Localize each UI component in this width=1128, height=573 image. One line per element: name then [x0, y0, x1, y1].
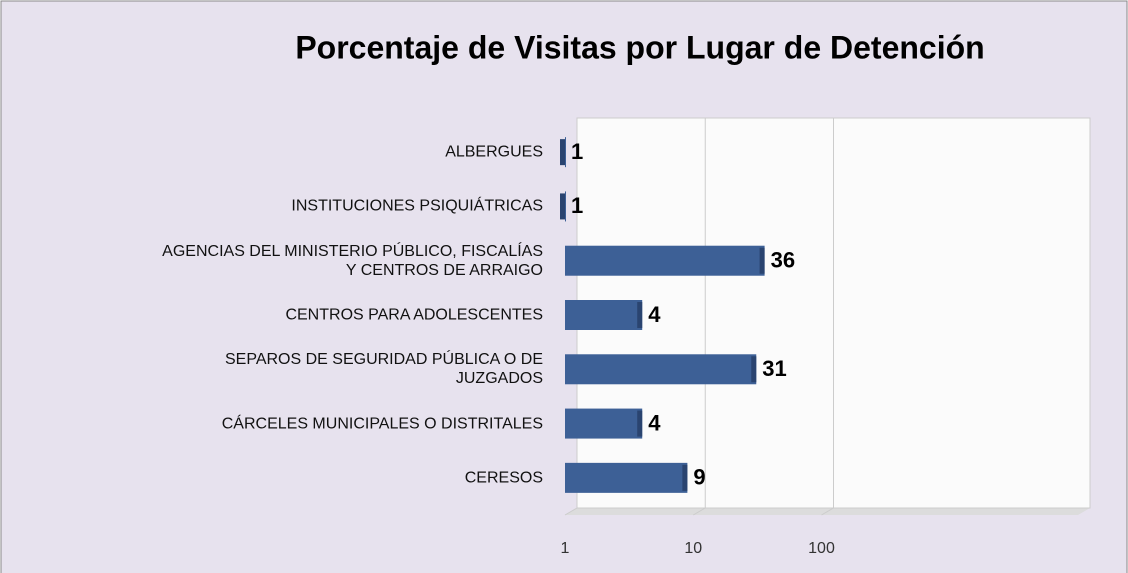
y-tick-label: CERESOS [464, 469, 543, 487]
bar-end [682, 464, 688, 491]
y-tick-label: ALBERGUES [445, 143, 543, 161]
bar-end [759, 247, 765, 274]
value-label: 9 [693, 465, 705, 490]
bar [565, 300, 643, 330]
x-tick-label: 100 [808, 540, 835, 557]
bar [565, 245, 765, 276]
bar-end [560, 139, 565, 166]
bar-end [560, 193, 565, 220]
chart-title: Porcentaje de Visitas por Lugar de Deten… [295, 29, 984, 65]
bar [565, 137, 566, 168]
value-label: 31 [762, 356, 786, 381]
value-label: 1 [571, 139, 583, 164]
y-tick-label: AGENCIAS DEL MINISTERIO PÚBLICO, FISCALÍ… [162, 242, 543, 279]
bar [565, 354, 757, 385]
y-tick-label: CÁRCELES MUNICIPALES O DISTRITALES [221, 415, 543, 433]
bar-end [637, 302, 643, 328]
y-tick-label: SEPAROS DE SEGURIDAD PÚBLICA O DE JUZGAD… [224, 351, 543, 388]
value-label: 1 [571, 193, 583, 218]
grid-line [821, 118, 834, 516]
value-label: 36 [771, 248, 795, 273]
x-tick-label: 1 [561, 540, 570, 557]
x-tick-label: 10 [684, 540, 702, 557]
value-label: 4 [648, 410, 661, 435]
value-label: 4 [648, 302, 661, 327]
bar-end [751, 356, 757, 383]
bar [565, 191, 566, 222]
y-tick-label: CENTROS PARA ADOLESCENTES [285, 306, 543, 324]
bar-end [637, 410, 643, 437]
bar [565, 408, 643, 439]
bar [565, 462, 688, 493]
y-tick-label: INSTITUCIONES PSIQUIÁTRICAS [291, 197, 543, 215]
